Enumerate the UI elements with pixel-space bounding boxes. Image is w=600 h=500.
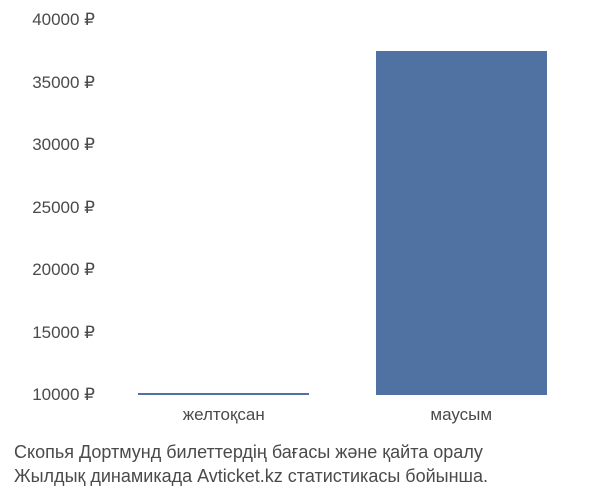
y-axis: 10000 ₽15000 ₽20000 ₽25000 ₽30000 ₽35000… xyxy=(0,20,95,395)
x-tick-label: желтоқсан xyxy=(183,405,265,425)
y-tick-label: 10000 ₽ xyxy=(32,385,95,405)
bar xyxy=(138,393,309,395)
x-axis: желтоқсан маусым xyxy=(105,405,580,435)
y-tick-label: 25000 ₽ xyxy=(32,198,95,218)
caption-line: Жылдық динамикада Avticket.kz статистика… xyxy=(14,464,586,488)
y-tick-label: 35000 ₽ xyxy=(32,73,95,93)
chart-caption: Скопья Дортмунд билеттердің бағасы және … xyxy=(14,440,586,489)
y-tick-label: 30000 ₽ xyxy=(32,135,95,155)
caption-line: Скопья Дортмунд билеттердің бағасы және … xyxy=(14,440,586,464)
y-tick-label: 20000 ₽ xyxy=(32,260,95,280)
y-tick-label: 40000 ₽ xyxy=(32,10,95,30)
plot-area xyxy=(105,20,580,395)
chart-container: 10000 ₽ 15000 ₽ 20000 ₽ 25000 ₽ 30000 ₽ 35000… xyxy=(0,0,600,500)
bar xyxy=(376,51,547,395)
x-tick-label: маусым xyxy=(430,405,492,425)
y-tick-label: 15000 ₽ xyxy=(32,323,95,343)
